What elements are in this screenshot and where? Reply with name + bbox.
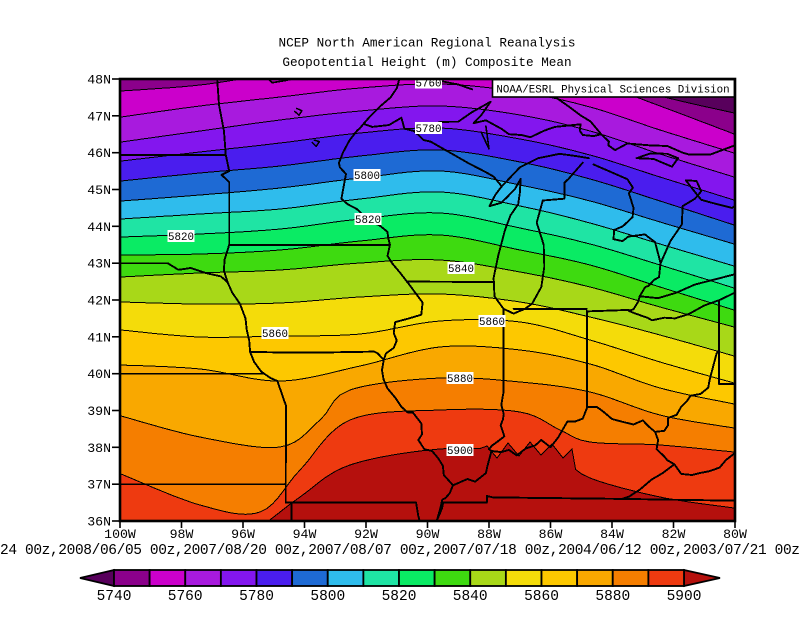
- svg-text:96W: 96W: [231, 527, 255, 542]
- svg-text:5880: 5880: [595, 589, 630, 605]
- svg-text:NOAA/ESRL Physical Sciences Di: NOAA/ESRL Physical Sciences Division: [496, 85, 729, 97]
- svg-text:84W: 84W: [600, 527, 624, 542]
- svg-text:46N: 46N: [87, 146, 111, 161]
- svg-text:5900: 5900: [447, 446, 473, 458]
- svg-text:40N: 40N: [87, 367, 111, 382]
- svg-text:5860: 5860: [479, 317, 505, 329]
- svg-text:5840: 5840: [453, 589, 488, 605]
- svg-text:24 00z,2008/06/05 00z,2007/08/: 24 00z,2008/06/05 00z,2007/08/20 00z,200…: [0, 543, 800, 559]
- svg-text:36N: 36N: [87, 515, 111, 530]
- svg-text:5860: 5860: [262, 329, 288, 341]
- svg-text:80W: 80W: [723, 527, 747, 542]
- svg-text:5760: 5760: [168, 589, 203, 605]
- svg-text:38N: 38N: [87, 441, 111, 456]
- svg-text:Geopotential Height (m) Compos: Geopotential Height (m) Composite Mean: [282, 55, 571, 70]
- svg-text:90W: 90W: [416, 527, 440, 542]
- svg-text:NCEP North American Regional R: NCEP North American Regional Reanalysis: [279, 36, 576, 51]
- svg-text:86W: 86W: [539, 527, 563, 542]
- svg-text:5780: 5780: [239, 589, 274, 605]
- svg-text:5840: 5840: [448, 264, 474, 276]
- svg-text:5860: 5860: [524, 589, 559, 605]
- svg-text:41N: 41N: [87, 330, 111, 345]
- svg-text:5900: 5900: [667, 589, 702, 605]
- svg-text:5880: 5880: [447, 374, 473, 386]
- svg-text:82W: 82W: [662, 527, 686, 542]
- svg-text:37N: 37N: [87, 478, 111, 493]
- svg-text:43N: 43N: [87, 257, 111, 272]
- svg-text:5820: 5820: [355, 215, 381, 227]
- svg-text:5760: 5760: [416, 79, 442, 91]
- svg-text:45N: 45N: [87, 183, 111, 198]
- svg-text:5780: 5780: [416, 124, 442, 136]
- svg-text:98W: 98W: [170, 527, 194, 542]
- svg-text:5800: 5800: [354, 171, 380, 183]
- svg-text:88W: 88W: [477, 527, 501, 542]
- svg-text:44N: 44N: [87, 220, 111, 235]
- svg-text:42N: 42N: [87, 294, 111, 309]
- svg-text:100W: 100W: [104, 527, 136, 542]
- svg-text:5740: 5740: [97, 589, 132, 605]
- svg-text:5800: 5800: [310, 589, 345, 605]
- svg-text:94W: 94W: [293, 527, 317, 542]
- svg-text:47N: 47N: [87, 109, 111, 124]
- svg-text:48N: 48N: [87, 73, 111, 88]
- svg-text:39N: 39N: [87, 404, 111, 419]
- svg-text:5820: 5820: [382, 589, 417, 605]
- svg-text:92W: 92W: [354, 527, 378, 542]
- svg-text:5820: 5820: [168, 232, 194, 244]
